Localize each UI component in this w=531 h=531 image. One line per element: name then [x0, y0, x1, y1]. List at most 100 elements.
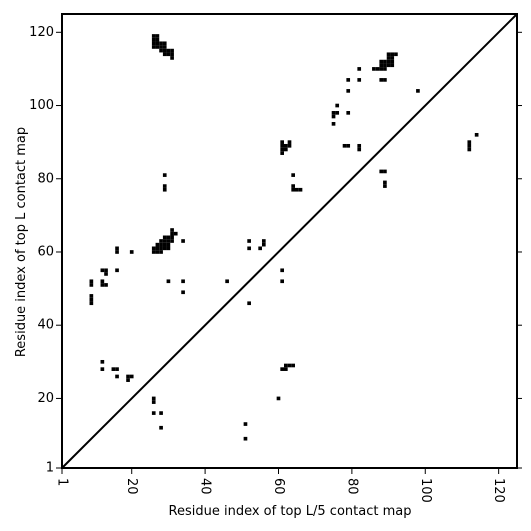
contact-point [159, 250, 163, 254]
contact-point [100, 268, 105, 273]
contact-point [346, 78, 351, 82]
contact-point [280, 268, 284, 273]
contact-point [100, 283, 105, 287]
contact-point [151, 34, 156, 38]
contact-point [166, 235, 171, 240]
x-tick-label: 80 [344, 478, 359, 495]
contact-point [181, 290, 185, 295]
x-tick-label: 120 [491, 478, 506, 503]
contact-point [386, 63, 391, 68]
contact-point [284, 367, 288, 371]
contact-point [115, 374, 119, 379]
contact-point [379, 59, 384, 64]
contact-point [151, 250, 156, 254]
contact-point [166, 246, 171, 251]
contact-point [100, 359, 105, 364]
contact-point [159, 48, 163, 53]
contact-point [159, 239, 163, 243]
contact-point [89, 294, 94, 298]
diagonal-line [61, 13, 518, 469]
contact-point [115, 246, 119, 251]
contact-point [162, 184, 167, 188]
contact-point [89, 297, 94, 302]
contact-point [104, 272, 108, 276]
contact-point [159, 411, 163, 415]
contact-point [162, 239, 167, 243]
contact-point [151, 400, 156, 404]
contact-point [115, 268, 119, 273]
y-tick-label: 60 [37, 244, 54, 259]
contact-point [357, 147, 362, 152]
contact-point [151, 396, 156, 401]
y-tick-label: 1 [46, 461, 54, 476]
contact-point [383, 180, 387, 185]
x-axis-label: Residue index of top L/5 contact map [169, 504, 412, 519]
y-tick-label: 20 [37, 391, 54, 406]
contact-point [111, 367, 116, 371]
contact-point [126, 378, 130, 382]
contact-point [162, 173, 167, 177]
contact-point [390, 59, 395, 64]
contact-point [280, 279, 284, 284]
contact-point [126, 374, 130, 379]
x-axis-ticks: 1 20 40 60 80 100 120 [55, 468, 506, 503]
contact-point [225, 279, 229, 284]
y-axis-label: Residue index of top L contact map [14, 127, 29, 357]
contact-point [295, 187, 299, 192]
contact-point [342, 143, 347, 148]
contact-point [280, 147, 284, 152]
contact-point [129, 374, 134, 379]
contact-point [155, 246, 160, 251]
contact-point [89, 301, 94, 306]
contact-point [346, 89, 351, 93]
y-tick-label: 80 [37, 171, 54, 186]
contact-point [357, 67, 362, 71]
x-tick-label: 20 [124, 478, 139, 495]
contact-point [287, 140, 292, 144]
contact-point [181, 239, 185, 243]
contact-point [291, 173, 295, 177]
contact-point [170, 52, 174, 57]
y-tick-label: 120 [29, 25, 54, 40]
contact-point [155, 45, 160, 49]
contact-point [383, 78, 387, 82]
contact-point [243, 436, 248, 441]
contact-point [357, 78, 362, 82]
contact-point [129, 250, 134, 254]
contact-point [247, 246, 251, 251]
contact-point [155, 41, 160, 46]
y-tick-label: 100 [29, 98, 54, 113]
contact-point [159, 45, 163, 49]
contact-point [383, 63, 387, 68]
contact-point [89, 279, 94, 284]
contact-point [390, 52, 395, 57]
x-tick-label: 60 [271, 478, 286, 495]
contact-point [287, 143, 292, 148]
contact-point [291, 363, 295, 368]
contact-point [467, 143, 472, 148]
contact-point [162, 45, 167, 49]
contact-point [335, 111, 340, 115]
contact-point [467, 147, 472, 152]
contact-point [151, 41, 156, 46]
contact-point [247, 239, 251, 243]
contact-point [331, 122, 336, 126]
contact-point [372, 67, 376, 71]
contact-point [173, 231, 178, 236]
contact-point [386, 56, 391, 60]
contact-point [166, 52, 171, 57]
contact-point [155, 37, 160, 42]
contact-point [291, 184, 295, 188]
contact-point [383, 67, 387, 71]
contact-point [155, 250, 160, 254]
contact-point [276, 396, 281, 401]
contact-point [386, 52, 391, 57]
contact-point [159, 425, 163, 430]
contact-point [284, 363, 288, 368]
contact-point [151, 411, 156, 415]
contact-point [170, 56, 174, 60]
contact-point [151, 246, 156, 251]
contact-point [170, 235, 174, 240]
contact-point [280, 367, 284, 371]
